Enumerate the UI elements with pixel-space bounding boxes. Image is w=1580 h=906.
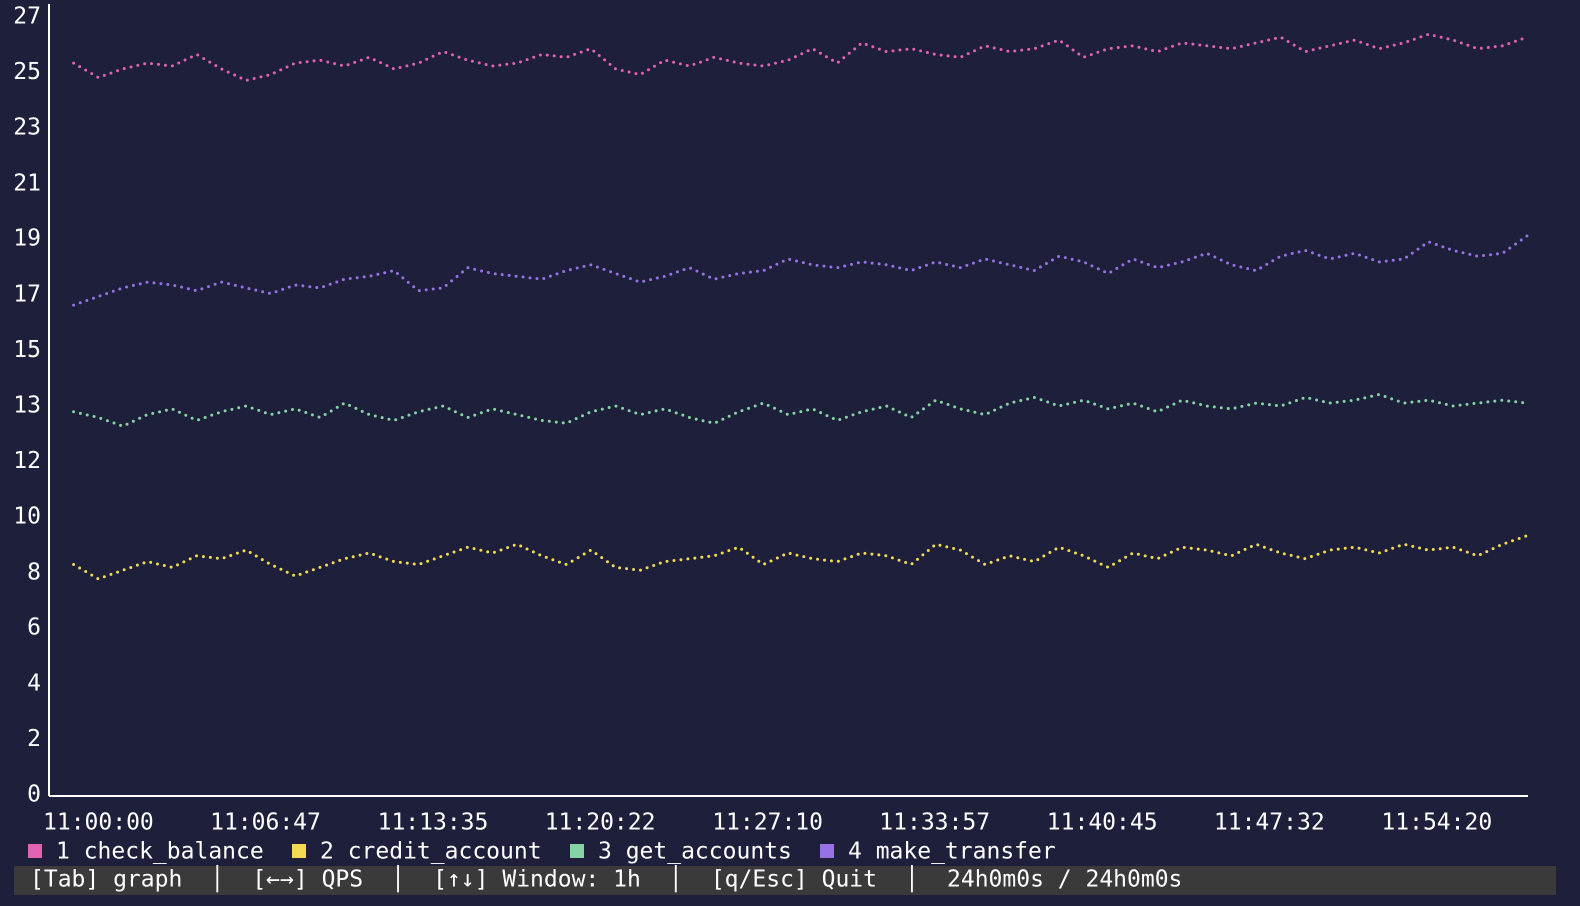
x-tick-label: 11:40:45 bbox=[1047, 810, 1158, 836]
x-tick-label: 11:20:22 bbox=[545, 810, 656, 836]
status-item: [↑↓] Window: 1h bbox=[433, 867, 641, 893]
legend-label: 4 make_transfer bbox=[848, 839, 1056, 865]
y-tick-label: 8 bbox=[27, 559, 41, 585]
y-tick-label: 10 bbox=[13, 504, 41, 530]
legend-label: 3 get_accounts bbox=[598, 839, 792, 865]
series-line bbox=[72, 534, 1529, 581]
legend-swatch bbox=[28, 844, 42, 858]
x-tick-label: 11:06:47 bbox=[210, 810, 321, 836]
status-item: [q/Esc] Quit bbox=[711, 867, 877, 893]
legend-swatch bbox=[292, 844, 306, 858]
x-tick-label: 11:54:20 bbox=[1381, 810, 1492, 836]
legend-swatch bbox=[820, 844, 834, 858]
y-tick-label: 13 bbox=[13, 393, 41, 419]
series-line bbox=[72, 234, 1529, 307]
y-tick-label: 25 bbox=[13, 59, 41, 85]
x-tick-label: 11:13:35 bbox=[378, 810, 489, 836]
x-tick-label: 11:00:00 bbox=[43, 810, 154, 836]
y-tick-label: 27 bbox=[13, 4, 41, 30]
y-tick-label: 12 bbox=[13, 448, 41, 474]
y-tick-label: 4 bbox=[27, 670, 41, 696]
status-item: [Tab] graph bbox=[30, 867, 182, 893]
legend-swatch bbox=[570, 844, 584, 858]
separator: │ bbox=[391, 865, 405, 893]
x-tick-label: 11:27:10 bbox=[712, 810, 823, 836]
status-bar bbox=[14, 866, 1556, 895]
y-tick-label: 21 bbox=[13, 170, 41, 196]
separator: │ bbox=[669, 865, 683, 893]
y-tick-label: 0 bbox=[27, 782, 41, 808]
y-tick-label: 15 bbox=[13, 337, 41, 363]
series-line bbox=[72, 392, 1529, 428]
y-tick-label: 2 bbox=[27, 726, 41, 752]
x-tick-label: 11:47:32 bbox=[1214, 810, 1325, 836]
separator: │ bbox=[210, 865, 224, 893]
y-tick-label: 17 bbox=[13, 281, 41, 307]
y-tick-label: 19 bbox=[13, 226, 41, 252]
legend-label: 2 credit_account bbox=[320, 839, 542, 865]
status-item: 24h0m0s / 24h0m0s bbox=[947, 867, 1182, 893]
legend-label: 1 check_balance bbox=[56, 839, 264, 865]
separator: │ bbox=[905, 865, 919, 893]
x-tick-label: 11:33:57 bbox=[879, 810, 990, 836]
status-item: [←→] QPS bbox=[252, 867, 363, 893]
y-tick-label: 23 bbox=[13, 115, 41, 141]
y-tick-label: 6 bbox=[27, 615, 41, 641]
